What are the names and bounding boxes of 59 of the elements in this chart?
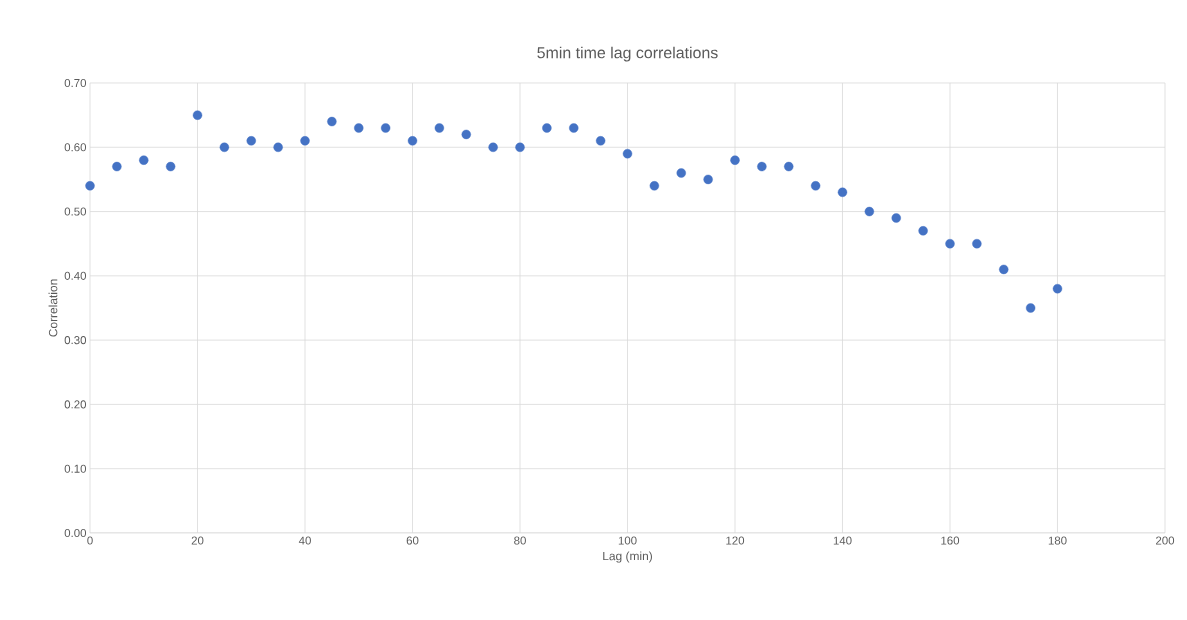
point: [246, 136, 256, 146]
point: [515, 142, 525, 152]
x-tick-label: 120: [726, 536, 745, 545]
point: [864, 206, 875, 217]
point: [488, 142, 498, 152]
point: [595, 136, 606, 146]
point: [380, 123, 391, 133]
x-tick-label: 140: [833, 536, 852, 545]
point: [676, 168, 686, 178]
y-tick-label: 0.50: [64, 207, 87, 216]
point: [622, 149, 633, 159]
point: [972, 239, 982, 249]
x-tick-label: 40: [298, 536, 311, 545]
y-tick-label: 0.30: [64, 336, 87, 345]
point: [542, 123, 552, 133]
point: [327, 116, 337, 127]
point: [300, 136, 310, 146]
point: [918, 226, 928, 236]
point: [192, 110, 203, 120]
point: [945, 239, 955, 249]
y-tick-label: 0.60: [64, 143, 87, 152]
point: [407, 136, 418, 146]
y-tick-label: 0.40: [64, 271, 87, 280]
point: [810, 181, 821, 191]
x-tick-label: 80: [514, 536, 526, 545]
x-tick-label: 0: [87, 536, 93, 545]
x-tick-label: 20: [191, 536, 204, 545]
point: [112, 161, 122, 172]
y-tick-label: 0.70: [64, 78, 87, 88]
point: [891, 213, 901, 223]
y-tick-label: 0.20: [64, 400, 87, 409]
x-tick-label: 200: [1156, 536, 1175, 545]
point: [703, 174, 713, 185]
y-tick-label: 0.00: [64, 528, 87, 538]
point: [165, 161, 176, 172]
y-tick-label: 0.10: [64, 464, 87, 473]
point: [784, 161, 794, 172]
chart-title: 5min time lag correlations: [537, 46, 718, 62]
point: [1052, 284, 1063, 294]
point: [461, 129, 471, 140]
point: [649, 181, 660, 191]
point: [999, 264, 1009, 275]
point: [85, 181, 95, 191]
x-tick-label: 180: [1048, 536, 1067, 545]
point: [837, 187, 848, 197]
point: [354, 123, 364, 133]
point: [273, 142, 283, 152]
y-axis-title: Correlation: [48, 279, 58, 337]
point: [569, 123, 579, 133]
point: [219, 142, 230, 152]
x-tick-label: 100: [618, 536, 637, 545]
point: [139, 155, 149, 165]
point: [730, 155, 740, 165]
point: [757, 161, 767, 172]
x-tick-label: 160: [941, 536, 960, 545]
point: [1025, 303, 1036, 313]
x-tick-label: 60: [406, 536, 419, 545]
x-axis-title: Lag (min): [603, 551, 652, 563]
point: [434, 123, 445, 133]
